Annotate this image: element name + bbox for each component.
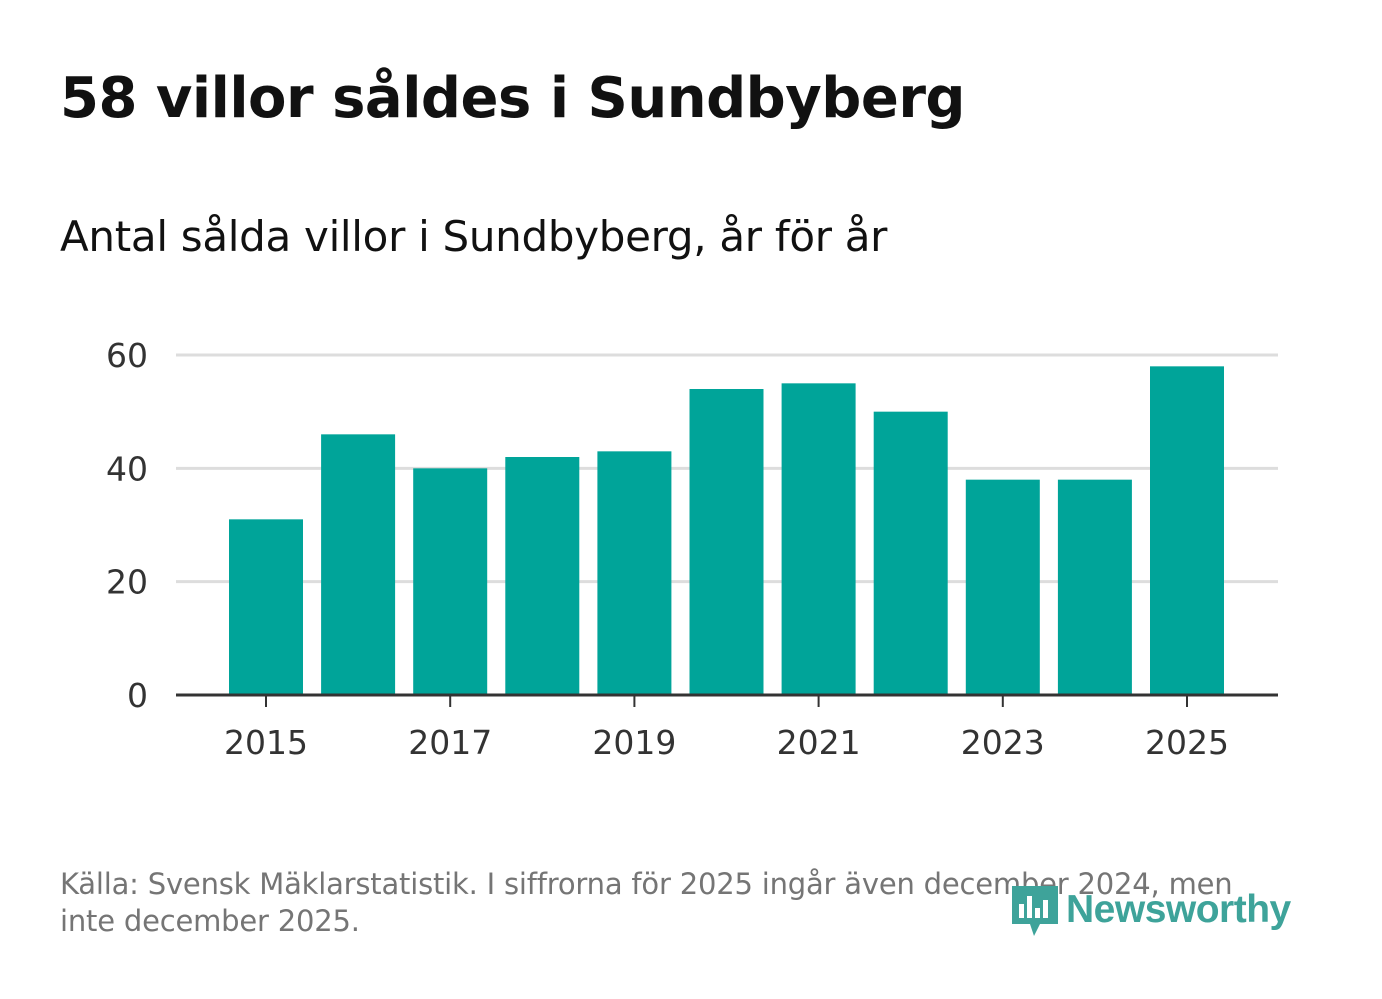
newsworthy-logo-icon <box>1012 886 1058 936</box>
chart-title: 58 villor såldes i Sundbyberg <box>60 66 966 131</box>
bar-2023 <box>965 479 1040 695</box>
x-tick-label-2023: 2023 <box>961 723 1045 762</box>
x-tick-label-2025: 2025 <box>1145 723 1229 762</box>
logo-text: Newsworthy <box>1066 888 1291 931</box>
bars <box>229 366 1224 695</box>
x-tick-label-2017: 2017 <box>408 723 492 762</box>
x-tick-label-2015: 2015 <box>224 723 308 762</box>
bar-2016 <box>321 434 396 695</box>
bar-2024 <box>1057 479 1132 695</box>
newsworthy-logo: Newsworthy <box>1010 880 1291 940</box>
bar-2021 <box>781 383 856 695</box>
y-tick-label-40: 40 <box>106 449 148 488</box>
x-tick-label-2021: 2021 <box>777 723 861 762</box>
x-tick-label-2019: 2019 <box>592 723 676 762</box>
bar-2020 <box>689 389 764 695</box>
tick-labels: 0 20 40 60 2015 2017 2019 2021 2023 2025 <box>106 336 1229 762</box>
y-tick-label-0: 0 <box>127 676 148 715</box>
bar-2019 <box>597 451 672 695</box>
bar-2018 <box>505 457 580 695</box>
bar-2017 <box>413 468 488 695</box>
y-tick-label-60: 60 <box>106 336 148 375</box>
bar-2015 <box>229 519 303 695</box>
bar-2022 <box>873 411 948 695</box>
axes <box>176 693 1278 707</box>
y-tick-label-20: 20 <box>106 563 148 602</box>
chart-subtitle: Antal sålda villor i Sundbyberg, år för … <box>60 212 888 261</box>
bar-2025 <box>1150 366 1224 695</box>
